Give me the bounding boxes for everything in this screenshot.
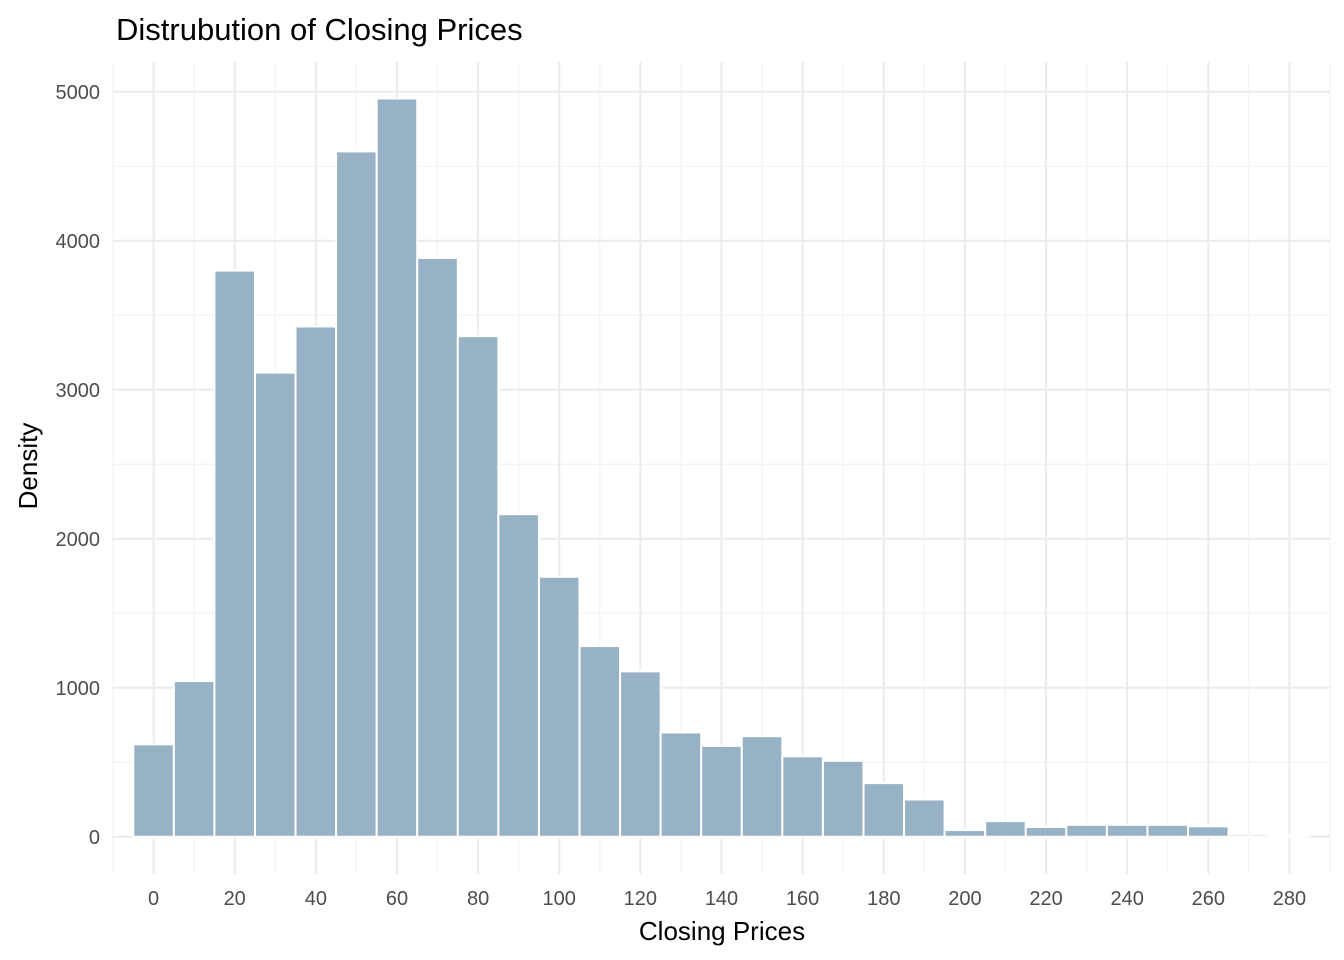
histogram-bar: [1065, 823, 1108, 838]
histogram-bar: [862, 782, 906, 838]
histogram-bar: [578, 645, 622, 838]
y-tick-label: 5000: [56, 82, 101, 104]
y-axis-ticks: 0 1000 2000 3000 4000 5000: [56, 82, 101, 849]
histogram-bar: [1268, 835, 1311, 838]
x-tick-label: 240: [1110, 888, 1143, 910]
histogram-bar: [740, 735, 784, 838]
histogram-bar: [1227, 833, 1271, 838]
x-tick-label: 0: [148, 888, 159, 910]
histogram-bar: [781, 755, 824, 838]
histogram-bar: [821, 759, 865, 838]
histogram-bar: [537, 575, 581, 838]
histogram-bar: [619, 670, 662, 838]
histogram-bar: [700, 744, 743, 838]
histogram-bar: [943, 829, 987, 838]
histogram-bar: [984, 820, 1027, 838]
x-tick-label: 60: [386, 888, 408, 910]
histogram-bar: [497, 513, 540, 838]
x-tick-label: 100: [543, 888, 576, 910]
x-tick-label: 140: [705, 888, 738, 910]
histogram-bar: [903, 798, 946, 838]
y-tick-label: 1000: [56, 678, 101, 700]
chart-title: Distrubution of Closing Prices: [116, 12, 523, 47]
histogram-bar: [172, 680, 216, 838]
y-tick-label: 4000: [56, 231, 101, 253]
x-tick-label: 120: [624, 888, 657, 910]
histogram-bar: [1105, 823, 1149, 838]
bars: [132, 97, 1311, 838]
histogram-bar: [1187, 825, 1230, 838]
x-axis-title: Closing Prices: [639, 916, 805, 946]
x-tick-label: 220: [1029, 888, 1062, 910]
histogram-bar: [335, 150, 378, 838]
y-tick-label: 3000: [56, 380, 101, 402]
histogram-bar: [213, 269, 256, 838]
x-tick-label: 80: [467, 888, 489, 910]
histogram-bar: [375, 97, 419, 838]
x-tick-label: 260: [1192, 888, 1225, 910]
x-axis-ticks: 0 20 40 60 80 100 120 140 160 180 200 220 240 260 280: [148, 888, 1306, 910]
y-axis-title: Density: [13, 423, 43, 510]
histogram-bar: [456, 335, 500, 838]
x-tick-label: 20: [224, 888, 246, 910]
histogram-bar: [1024, 826, 1068, 838]
histogram-bar: [416, 256, 459, 838]
y-tick-label: 2000: [56, 529, 101, 551]
histogram-bar: [132, 743, 175, 838]
x-tick-label: 280: [1273, 888, 1306, 910]
histogram-bar: [294, 325, 338, 838]
histogram-bar: [659, 731, 703, 838]
histogram-bar: [1146, 823, 1190, 838]
x-tick-label: 180: [867, 888, 900, 910]
x-tick-label: 200: [948, 888, 981, 910]
y-tick-label: 0: [89, 827, 100, 849]
x-tick-label: 160: [786, 888, 819, 910]
histogram-bar: [253, 371, 297, 838]
x-tick-label: 40: [305, 888, 327, 910]
